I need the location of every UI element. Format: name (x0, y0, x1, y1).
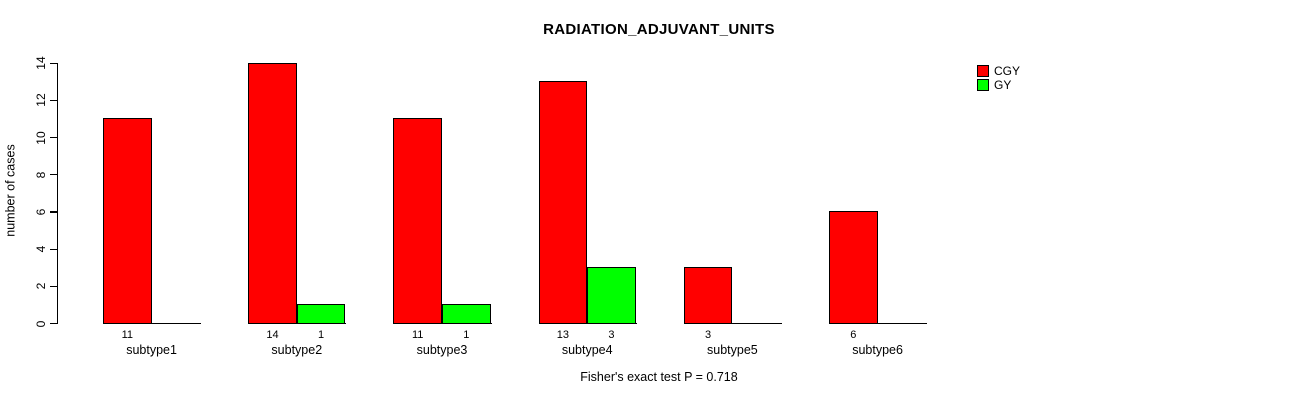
bar-count-cgy-subtype3: 11 (411, 329, 424, 341)
bar-cgy-subtype6 (829, 211, 878, 324)
bar-count-gy-subtype3: 1 (463, 329, 470, 341)
y-axis-line (57, 62, 59, 324)
y-axis-tick (50, 323, 57, 325)
category-label-subtype6: subtype6 (852, 343, 903, 357)
y-axis-tick (50, 211, 57, 213)
bar-cgy-subtype3 (393, 118, 442, 324)
y-axis-tick (50, 174, 57, 176)
legend-item-cgy: CGY (977, 64, 1020, 78)
y-axis-tick (50, 248, 57, 250)
y-axis-tick-label: 14 (34, 56, 48, 70)
bar-gy-subtype4 (587, 267, 636, 324)
category-label-subtype1: subtype1 (126, 343, 177, 357)
y-axis-tick-label: 4 (34, 245, 48, 253)
annotation-text: Fisher's exact test P = 0.718 (580, 370, 738, 384)
legend-swatch-gy (977, 79, 989, 91)
y-axis-tick-label: 0 (34, 320, 48, 327)
bar-count-cgy-subtype1: 11 (121, 329, 133, 341)
bar-gy-subtype2 (296, 304, 346, 324)
legend-item-gy: GY (977, 78, 1020, 92)
bar-cgy-subtype5 (683, 267, 733, 324)
category-label-subtype3: subtype3 (416, 343, 468, 357)
group-baseline (103, 323, 202, 325)
y-axis-tick-label: 2 (34, 282, 48, 290)
y-axis-tick (50, 285, 57, 287)
bar-cgy-subtype1 (103, 118, 152, 324)
y-axis-tick (50, 99, 57, 101)
group-baseline (683, 323, 782, 325)
y-axis-label: number of cases (3, 144, 18, 237)
bar-cgy-subtype4 (538, 81, 588, 324)
bar-cgy-subtype2 (248, 62, 297, 324)
bar-count-cgy-subtype4: 13 (556, 329, 570, 341)
bar-count-cgy-subtype2: 14 (266, 329, 279, 341)
y-axis-tick (50, 62, 57, 64)
category-label-subtype4: subtype4 (561, 343, 613, 357)
bar-count-cgy-subtype5: 3 (705, 329, 712, 341)
legend-swatch-cgy (977, 65, 989, 77)
bar-gy-subtype3 (442, 304, 491, 324)
bar-count-gy-subtype2: 1 (318, 329, 325, 341)
legend-label-cgy: CGY (994, 64, 1021, 78)
y-axis-tick-label: 10 (34, 130, 48, 145)
category-label-subtype2: subtype2 (271, 343, 323, 357)
bar-count-cgy-subtype6: 6 (850, 329, 857, 341)
group-baseline (829, 323, 928, 325)
y-axis-tick-label: 6 (34, 208, 48, 216)
y-axis-tick (50, 137, 57, 139)
bar-count-gy-subtype4: 3 (608, 329, 615, 341)
legend-label-gy: GY (994, 78, 1012, 92)
category-label-subtype5: subtype5 (707, 343, 758, 357)
y-axis-tick-label: 12 (34, 93, 48, 107)
y-axis-tick-label: 8 (34, 171, 48, 179)
legend: CGY GY (977, 64, 1020, 92)
chart-title: RADIATION_ADJUVANT_UNITS (543, 21, 775, 38)
